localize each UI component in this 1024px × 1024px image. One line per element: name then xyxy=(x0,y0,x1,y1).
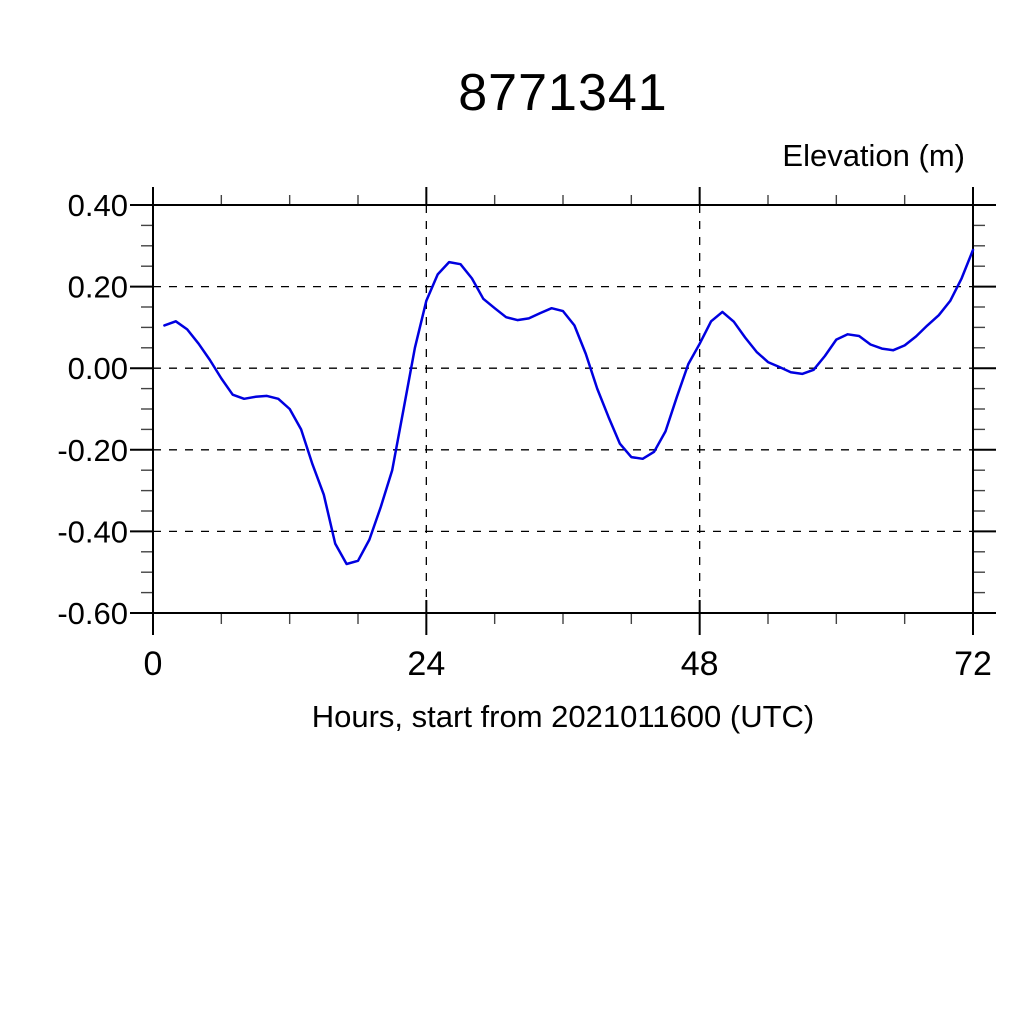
x-tick-label: 48 xyxy=(681,645,719,683)
chart-title: 8771341 xyxy=(458,64,668,122)
y-tick-label: 0.20 xyxy=(68,270,128,305)
elevation-series-line xyxy=(163,248,975,566)
y-tick-label: 0.40 xyxy=(68,188,128,223)
x-tick-label: 72 xyxy=(954,645,992,683)
plot-frame xyxy=(152,204,974,614)
y-tick-label: -0.40 xyxy=(57,514,128,549)
y-tick-label: 0.00 xyxy=(68,351,128,386)
y-axis-title: Elevation (m) xyxy=(782,138,965,173)
x-axis-title: Hours, start from 2021011600 (UTC) xyxy=(311,699,815,734)
x-tick-label: 0 xyxy=(144,645,163,683)
y-tick-label: -0.20 xyxy=(57,433,128,468)
y-tick-label: -0.60 xyxy=(57,596,128,631)
x-tick-label: 24 xyxy=(407,645,445,683)
